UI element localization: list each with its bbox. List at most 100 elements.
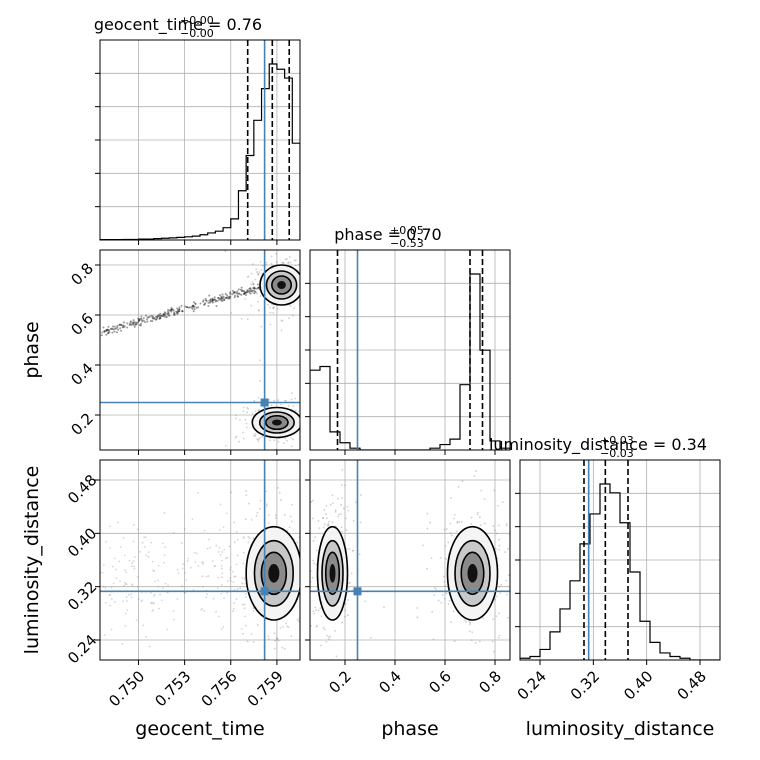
sample-point — [287, 404, 290, 407]
sample-point — [220, 299, 223, 302]
sample-point — [110, 628, 113, 631]
sample-point — [285, 622, 287, 625]
sample-point — [223, 548, 226, 551]
sample-point — [267, 635, 270, 638]
sample-point — [254, 278, 257, 281]
sample-point — [288, 317, 290, 320]
sample-point — [323, 509, 326, 511]
sample-point — [162, 542, 164, 545]
sample-point — [245, 291, 248, 294]
sample-point — [233, 291, 236, 294]
sample-point — [233, 290, 236, 293]
sample-point — [248, 291, 251, 294]
sample-point — [219, 503, 222, 506]
sample-point — [141, 320, 144, 323]
sample-point — [144, 314, 147, 317]
sample-point — [297, 263, 300, 266]
sample-point — [252, 283, 255, 286]
sample-point — [250, 304, 253, 307]
sample-point — [178, 308, 181, 311]
sample-point — [246, 289, 249, 292]
sample-point — [106, 329, 109, 332]
sample-point — [191, 307, 194, 310]
sample-point — [444, 584, 446, 587]
sample-point — [523, 554, 525, 556]
sample-point — [248, 502, 250, 505]
sample-point — [286, 258, 288, 260]
sample-point — [278, 491, 281, 494]
sample-point — [355, 501, 357, 504]
x-tick-label: 0.2 — [325, 667, 355, 697]
x-axis-label-luminosity_distance: luminosity_distance — [526, 718, 715, 740]
sample-point — [109, 328, 112, 331]
sample-point — [255, 268, 258, 271]
sample-point — [112, 582, 115, 585]
sample-point — [142, 317, 145, 320]
sample-point — [327, 636, 330, 639]
sample-point — [246, 276, 249, 279]
sample-point — [122, 321, 125, 324]
sample-point — [119, 327, 122, 330]
sample-point — [183, 528, 186, 530]
sample-point — [273, 632, 276, 635]
sample-point — [283, 514, 286, 516]
density-core — [277, 281, 286, 289]
sample-point — [163, 315, 166, 318]
sample-point — [236, 292, 239, 295]
sample-point — [150, 601, 153, 604]
sample-point — [232, 610, 234, 613]
sample-point — [291, 437, 293, 440]
sample-point — [251, 290, 254, 293]
sample-point — [518, 616, 520, 618]
sample-point — [317, 609, 320, 612]
sample-point — [113, 557, 116, 560]
sample-point — [158, 317, 161, 320]
sample-point — [268, 514, 270, 517]
sample-point — [344, 609, 347, 612]
sample-point — [293, 259, 296, 262]
sample-point — [242, 431, 244, 434]
sample-point — [251, 263, 254, 266]
sample-point — [204, 302, 207, 305]
sample-point — [245, 293, 248, 296]
sample-point — [242, 632, 244, 635]
sample-point — [245, 422, 248, 425]
sample-point — [483, 498, 486, 500]
sample-point — [143, 536, 146, 539]
sample-point — [134, 555, 136, 558]
density-panel-geocent_time-luminosity_distance — [99, 459, 316, 661]
sample-point — [273, 439, 276, 442]
sample-point — [318, 527, 321, 529]
sample-point — [195, 306, 198, 309]
hist-panel-luminosity_distance — [515, 459, 721, 661]
panel-content — [310, 460, 525, 660]
sample-point — [470, 523, 473, 525]
sample-point — [168, 309, 171, 312]
sample-point — [147, 316, 150, 319]
sample-point — [122, 584, 125, 587]
sample-point — [151, 316, 154, 319]
sample-point — [289, 515, 292, 518]
sample-point — [251, 291, 254, 294]
sample-point — [125, 583, 128, 585]
sample-point — [492, 618, 495, 621]
sample-point — [156, 316, 159, 319]
sample-point — [261, 272, 263, 275]
sample-point — [437, 599, 440, 602]
sample-point — [103, 633, 106, 636]
sample-point — [214, 565, 216, 568]
sample-point — [257, 286, 260, 289]
sample-point — [183, 591, 186, 594]
sample-point — [359, 494, 362, 496]
sample-point — [273, 399, 276, 402]
sample-point — [301, 419, 303, 421]
sample-point — [314, 572, 316, 574]
sample-point — [220, 297, 223, 300]
sample-point — [107, 331, 110, 334]
sample-point — [219, 294, 222, 297]
sample-point — [257, 309, 260, 311]
sample-point — [205, 300, 208, 303]
x-axis-label-geocent_time: geocent_time — [135, 718, 264, 740]
sample-point — [231, 570, 234, 573]
title-lower-error: −0.00 — [180, 27, 214, 40]
